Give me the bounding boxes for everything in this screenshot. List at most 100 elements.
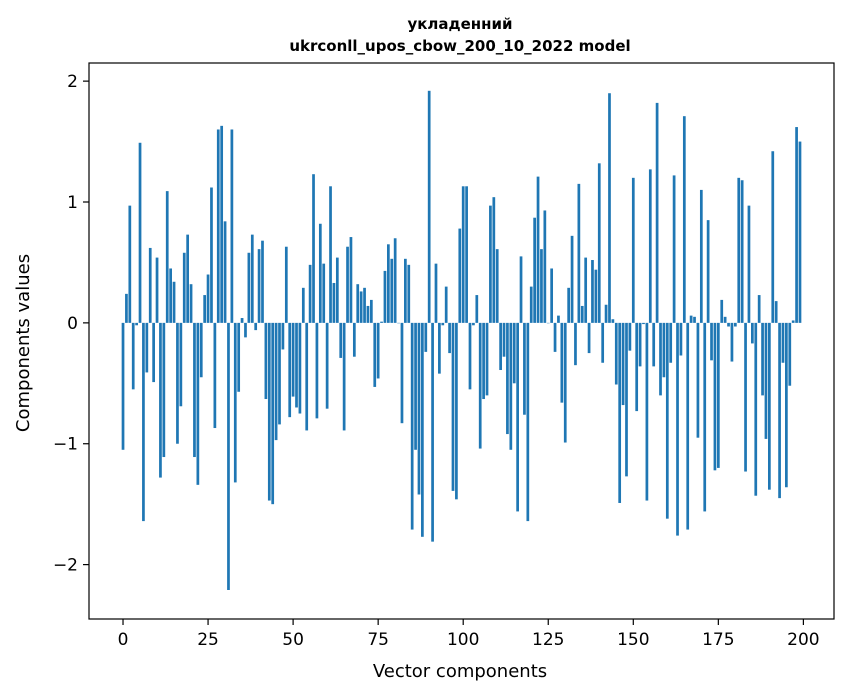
bar — [182, 252, 186, 323]
bar — [332, 282, 336, 323]
bar — [206, 274, 210, 323]
bar — [216, 129, 220, 323]
bar — [567, 287, 571, 323]
bar — [387, 244, 390, 323]
bar — [621, 322, 625, 406]
x-tick-label: 0 — [118, 630, 129, 650]
bar — [648, 169, 652, 323]
bar — [727, 322, 730, 327]
bar — [665, 322, 669, 519]
bar — [373, 322, 377, 387]
bar — [618, 322, 622, 503]
bar — [312, 174, 315, 323]
bar — [689, 315, 693, 323]
bar — [713, 322, 717, 471]
bar — [318, 223, 322, 323]
bar — [295, 322, 298, 408]
bar — [135, 322, 138, 326]
bar — [543, 210, 547, 323]
y-tick-label: 2 — [67, 72, 78, 92]
bar — [584, 257, 588, 323]
bar — [676, 322, 679, 536]
bar — [427, 90, 431, 323]
x-tick-label: 100 — [447, 630, 479, 650]
x-axis-ticks: 0 25 50 75 100 125 150 175 200 — [118, 619, 820, 650]
bar — [716, 322, 720, 468]
bar — [655, 102, 659, 323]
bar — [570, 235, 574, 323]
bar — [329, 186, 332, 323]
bar — [499, 322, 502, 371]
y-tick-label: −1 — [53, 435, 78, 455]
bar — [346, 246, 349, 323]
bar — [271, 322, 275, 505]
bar — [203, 295, 207, 323]
bar — [298, 322, 302, 414]
bar — [764, 322, 768, 439]
bar — [669, 322, 673, 363]
bar — [645, 322, 649, 501]
bar — [468, 322, 472, 390]
bar — [710, 322, 713, 361]
bar — [448, 322, 451, 354]
bar — [560, 322, 564, 403]
bar — [189, 284, 193, 323]
bar — [591, 260, 594, 323]
bar — [244, 322, 247, 338]
bar — [162, 322, 166, 458]
bar — [723, 316, 727, 323]
bar — [489, 205, 492, 323]
bar — [574, 322, 577, 366]
bar — [788, 322, 792, 386]
bar — [291, 322, 295, 397]
bar — [284, 246, 288, 323]
bar — [458, 228, 462, 323]
bar — [254, 322, 258, 331]
bar — [798, 141, 802, 323]
bar — [407, 264, 411, 323]
bar — [281, 322, 285, 350]
bar — [196, 322, 200, 485]
bar — [404, 258, 407, 323]
bar — [131, 322, 135, 390]
bar — [165, 191, 169, 323]
bar — [152, 322, 155, 383]
bar — [148, 247, 152, 323]
bar — [455, 322, 458, 500]
x-tick-label: 175 — [702, 630, 734, 650]
bar — [747, 205, 751, 323]
bar — [509, 322, 513, 450]
bar — [274, 322, 278, 441]
bar — [261, 240, 264, 323]
bar — [778, 322, 781, 499]
bar — [325, 322, 329, 409]
bar — [155, 257, 159, 323]
bar — [751, 322, 754, 344]
bar — [628, 322, 632, 351]
bar — [597, 163, 601, 323]
bar — [438, 322, 441, 374]
bar — [502, 322, 506, 357]
bar — [193, 322, 196, 458]
bar — [339, 322, 343, 358]
bar — [771, 151, 775, 323]
bar — [376, 322, 380, 379]
bar — [631, 177, 635, 323]
bar — [250, 234, 254, 323]
bar — [179, 322, 183, 407]
bar — [414, 322, 417, 450]
bar — [472, 322, 475, 326]
bar — [774, 301, 778, 323]
bar — [614, 322, 618, 385]
bar — [380, 321, 383, 323]
y-tick-label: 1 — [67, 193, 78, 213]
bar — [125, 293, 128, 323]
bar — [744, 322, 747, 472]
bar — [431, 322, 434, 542]
bar — [699, 189, 703, 323]
bar — [410, 322, 414, 530]
bar — [740, 180, 744, 323]
bar — [754, 322, 758, 496]
bar — [495, 249, 499, 323]
bar — [240, 318, 244, 323]
